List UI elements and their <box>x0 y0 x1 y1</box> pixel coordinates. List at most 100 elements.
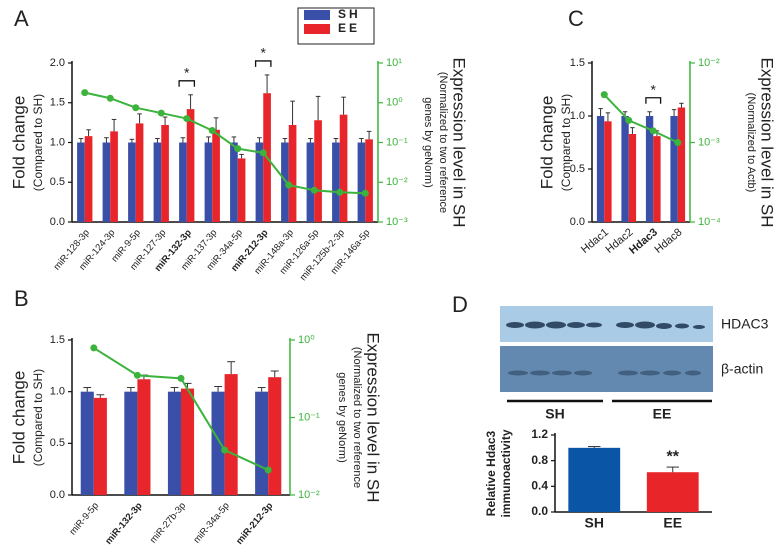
significance-label: * <box>261 45 267 61</box>
bar <box>186 109 195 222</box>
y2-axis-label: Expression level in SH <box>364 332 383 502</box>
line <box>603 93 679 144</box>
bar <box>161 125 169 222</box>
bar <box>167 391 181 495</box>
bar <box>124 391 138 495</box>
significance-label: * <box>651 81 657 97</box>
y-tick-label: 1.5 <box>570 57 585 69</box>
y-axis-label: Fold change <box>9 371 28 465</box>
group-label: SH <box>545 406 564 422</box>
bar <box>212 129 220 222</box>
legend-label: SH <box>338 7 361 21</box>
bar <box>93 397 107 495</box>
bar <box>137 379 151 495</box>
bar <box>677 107 686 222</box>
bar <box>80 391 94 495</box>
bar <box>596 116 605 222</box>
x-tick-label: miR-9-5p <box>67 500 101 537</box>
bar <box>128 142 136 222</box>
band-label: HDAC3 <box>721 316 769 332</box>
bar <box>568 447 621 512</box>
y-axis-label: (Compared to SH) <box>31 369 45 466</box>
y-tick-label: 0.0 <box>50 216 65 228</box>
bar <box>179 142 187 222</box>
bar <box>268 377 282 495</box>
bar <box>357 142 366 222</box>
y2-axis-label: genes by geNorm) <box>422 97 434 188</box>
bar <box>181 388 195 495</box>
line-marker <box>310 186 318 194</box>
line-marker <box>600 91 608 99</box>
bar <box>670 116 678 222</box>
x-tick-label: miR-27b-3p <box>148 500 188 545</box>
panel-letter: C <box>568 6 584 31</box>
y2-axis-label: (Normalized to two reference <box>437 72 449 213</box>
x-tick-label: miR-34a-5p <box>191 500 231 545</box>
line-marker <box>649 127 657 135</box>
line-marker <box>177 374 185 382</box>
y-tick-label: 1.2 <box>531 427 548 441</box>
bar <box>653 136 661 222</box>
legend-swatch <box>304 10 330 20</box>
line-marker <box>90 344 98 352</box>
x-tick-label: EE <box>663 515 682 531</box>
y2-axis-label: Expression level in SH <box>450 57 469 227</box>
y2-tick-label: 10⁻² <box>386 176 408 188</box>
line-marker <box>674 139 682 146</box>
bar <box>237 158 246 222</box>
bar <box>77 142 85 222</box>
group-label: EE <box>653 406 672 422</box>
significance-label: ** <box>667 448 680 465</box>
bar <box>365 139 373 222</box>
line-marker <box>361 189 369 197</box>
y2-tick-label: 10¹ <box>386 57 402 69</box>
x-tick-label: SH <box>585 515 604 531</box>
line-marker <box>81 89 89 97</box>
y-axis-label: Relative Hdac3 <box>484 430 498 516</box>
y2-axis-label: (Normalized to two reference <box>351 347 363 488</box>
significance-bracket <box>645 97 662 104</box>
y-axis-label: immunoactivity <box>499 429 513 517</box>
bar <box>211 391 225 495</box>
y2-tick-label: 10⁻³ <box>698 136 720 148</box>
y2-axis-label: (Normalized to Actb) <box>745 93 757 193</box>
line-marker <box>285 181 293 189</box>
y-tick-label: 0.8 <box>531 453 548 467</box>
significance-bracket <box>254 60 272 67</box>
bar <box>314 120 322 222</box>
x-tick-label: Hdac3 <box>627 226 660 256</box>
y2-tick-label: 10⁻² <box>298 489 320 501</box>
y-axis-label: Fold change <box>9 96 28 190</box>
y-tick-label: 1.5 <box>50 97 65 109</box>
bar <box>230 142 238 222</box>
significance-bracket <box>178 80 196 87</box>
legend-label: EE <box>338 21 360 35</box>
blot-strip <box>500 346 713 392</box>
significance-label: * <box>184 65 190 81</box>
bar <box>288 125 297 222</box>
y-tick-label: 1.0 <box>570 110 585 122</box>
bar <box>306 142 315 222</box>
line-marker <box>336 188 344 196</box>
y-axis-label: (Compared to SH) <box>31 94 45 191</box>
y-tick-label: 2.0 <box>50 57 65 69</box>
y-tick-label: 1.0 <box>50 386 65 398</box>
bar <box>135 123 144 222</box>
bar <box>153 142 162 222</box>
bar <box>339 114 348 222</box>
y-tick-label: 0.0 <box>531 504 548 518</box>
y-tick-label: 1.0 <box>50 136 65 148</box>
line-marker <box>221 446 229 454</box>
bar <box>646 472 699 512</box>
band-label: β-actin <box>721 361 763 377</box>
x-tick-label: miR-212-3p <box>234 500 275 546</box>
y-axis-label: (Compared to SH) <box>559 94 573 191</box>
line <box>84 91 366 195</box>
panel-letter: B <box>14 286 29 311</box>
legend-swatch <box>304 24 330 34</box>
bar <box>332 142 340 222</box>
y2-tick-label: 10⁻¹ <box>386 136 408 148</box>
bar <box>84 136 93 222</box>
y2-tick-label: 10⁻² <box>698 57 720 69</box>
